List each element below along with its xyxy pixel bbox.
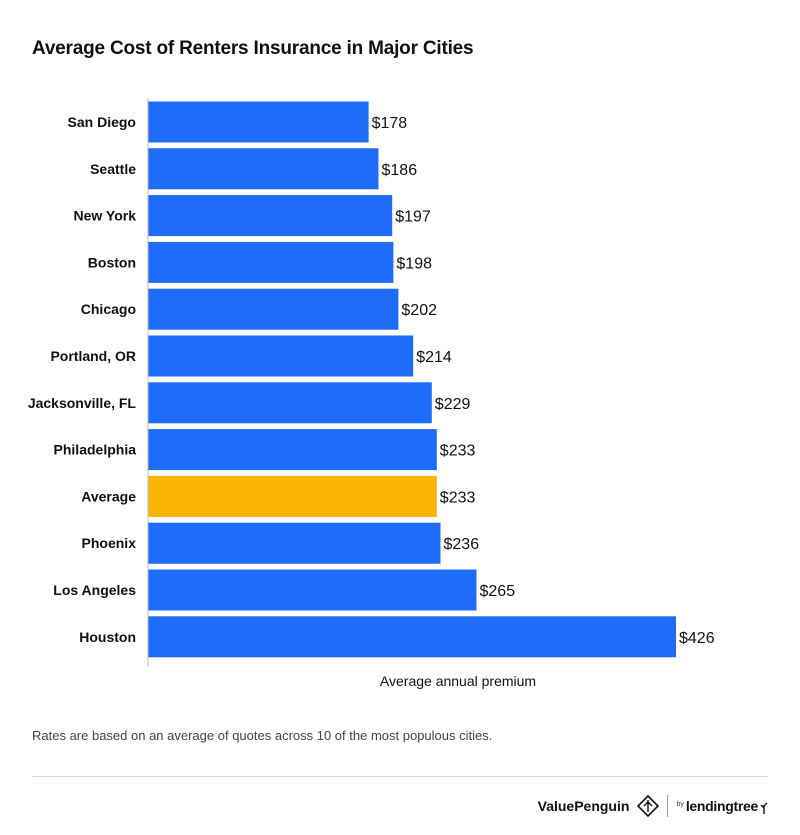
category-label: Chicago [81,301,136,317]
bar-chart: San Diego $178 Seattle $186 New York $197 Bost… [28,99,715,689]
value-label: $214 [416,349,452,366]
value-label: $233 [440,489,476,506]
value-label: $233 [440,443,476,460]
category-label: Philadelphia [54,442,137,458]
bar [148,101,369,143]
brand-by-text: by [676,801,684,808]
category-label: Average [81,488,136,504]
value-label: $426 [679,630,715,647]
bar [148,522,441,564]
bar [148,148,379,190]
tree-icon [760,802,768,814]
value-label: $178 [372,115,408,132]
penguin-diamond-icon [637,795,660,817]
value-label: $197 [395,209,431,226]
value-label: $186 [382,162,418,179]
partner-logo: by lendingtree [676,798,768,814]
brand-name: ValuePenguin [537,798,630,814]
category-label: Portland, OR [50,348,136,364]
value-label: $202 [401,302,437,319]
value-label: $229 [435,396,471,413]
bar [148,616,676,658]
category-label: New York [73,208,136,224]
bar [148,241,394,283]
partner-name: lendingtree [685,798,758,814]
bar [148,335,414,377]
category-label: Los Angeles [53,582,136,598]
category-label: Jacksonville, FL [28,395,137,411]
x-axis-label: Average annual premium [380,673,536,689]
value-label: $198 [396,255,432,272]
footer-divider [32,776,768,777]
bar [148,569,477,611]
bar [148,288,399,330]
category-label: Houston [79,629,136,645]
bar [148,382,432,424]
brand-footer: ValuePenguin by lendingtree [538,792,768,820]
value-label: $236 [444,536,480,553]
bar [148,429,437,471]
chart-title: Average Cost of Renters Insurance in Maj… [32,38,474,59]
category-label: Phoenix [82,535,137,551]
footnote: Rates are based on an average of quotes … [32,728,493,743]
brand-separator [667,795,669,817]
category-label: Boston [88,254,136,270]
bar [148,475,437,517]
category-label: Seattle [90,161,136,177]
value-label: $265 [480,583,516,600]
category-label: San Diego [68,114,136,130]
bar [148,195,393,237]
